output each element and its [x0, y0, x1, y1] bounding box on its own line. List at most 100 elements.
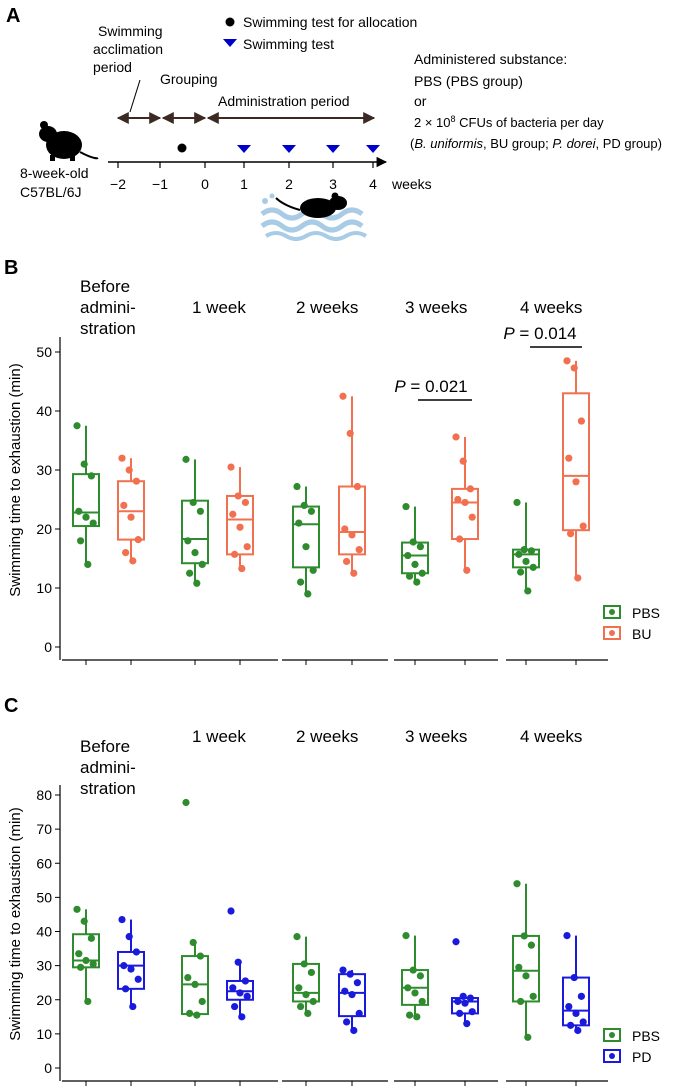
chartC-point-pd-3-6 — [456, 1009, 464, 1018]
administration-period-label: Administration period — [218, 93, 350, 109]
chartC-point-pd-4-5 — [579, 1018, 587, 1026]
pvalue-3weeks-value: = 0.021 — [406, 377, 468, 396]
mouse-label-line-2: C57BL/6J — [20, 184, 81, 200]
chartB-point-bu-2-2 — [353, 482, 361, 491]
chartB-point-bu-4-1 — [570, 364, 578, 372]
panel-c-y-label: Swimming time to exhaustion (min) — [7, 807, 24, 1040]
chartB-point-pbs-4-4 — [522, 557, 530, 566]
panel-b-legend-pbs: PBS — [632, 605, 660, 621]
panel-c-tp-2weeks: 2 weeks — [296, 727, 358, 746]
panel-c-tp-before-line-1: Before — [80, 737, 130, 756]
chartC-point-pd-4-6 — [567, 1021, 575, 1029]
chartB-point-bu-2-4 — [348, 531, 356, 539]
mouse-icon — [39, 121, 99, 161]
pvalue-3weeks-label: P — [394, 377, 406, 396]
chartC-point-pd-0-3 — [120, 962, 128, 970]
substance-cfu: 2 × 108 CFUs of bacteria per day — [414, 114, 604, 130]
panel-c-chart: 0 10 20 30 40 50 60 70 80 — [36, 785, 608, 1086]
chartC-ytick-label-40: 40 — [36, 924, 52, 940]
pvalue-4weeks-label: P — [503, 324, 515, 343]
chartC-point-pbs-3-0 — [402, 931, 410, 940]
panel-c-tp-before-line-3: stration — [80, 779, 136, 798]
pd-suffix: , PD group) — [596, 136, 662, 151]
substance-title: Administered substance: — [414, 51, 567, 67]
chartC-point-pd-4-3 — [565, 1002, 573, 1011]
chartC-box-pd-2 — [338, 966, 366, 1086]
chartB-point-pbs-4-5 — [529, 563, 537, 571]
chartC-point-pd-4-2 — [577, 992, 586, 1000]
chartC-point-pbs-3-6 — [406, 1011, 414, 1019]
chartC-ytick-label-10: 10 — [36, 1026, 52, 1042]
chartB-box-pbs-4 — [512, 498, 540, 665]
acclimation-label-line-1: Swimming — [98, 23, 163, 39]
chartB-point-pbs-1-1 — [189, 498, 197, 507]
chartB-point-pbs-0-0 — [73, 422, 81, 430]
chartB-point-bu-4-4 — [572, 478, 580, 486]
chartB-point-bu-1-1 — [234, 492, 242, 500]
chartC-point-pbs-1-4 — [191, 980, 199, 988]
chartB-point-pbs-2-3 — [295, 519, 303, 527]
chartC-ytick-label-60: 60 — [36, 855, 52, 871]
mouse-label-line-1: 8-week-old — [20, 165, 88, 181]
chartC-point-pbs-4-4 — [522, 972, 530, 980]
chartB-point-pbs-0-3 — [75, 507, 83, 515]
bu-species: B. uniformis — [414, 136, 483, 151]
chartB-point-pbs-3-3 — [404, 551, 412, 560]
chartB-point-bu-2-3 — [341, 525, 349, 533]
chartC-point-pd-1-0 — [227, 907, 235, 915]
panel-c-legend-pbs: PBS — [632, 1028, 660, 1044]
chartC-point-pbs-2-1 — [300, 960, 308, 968]
chartC-point-pd-0-7 — [129, 1002, 137, 1011]
chartC-ytick-label-70: 70 — [36, 821, 52, 837]
chartB-point-pbs-4-3 — [515, 550, 523, 558]
chartB-point-pbs-3-1 — [409, 538, 417, 546]
chartC-point-pd-2-1 — [346, 970, 354, 978]
chartC-point-pd-1-7 — [238, 1013, 246, 1021]
chartB-point-bu-4-3 — [565, 454, 573, 462]
panel-c-legend-pd: PD — [632, 1049, 651, 1065]
chartC-point-pbs-1-0 — [182, 798, 190, 807]
week-tick-label-3: 1 — [240, 176, 248, 192]
chartB-point-bu-4-6 — [567, 530, 575, 538]
chartC-point-pbs-1-2 — [196, 952, 204, 960]
panel-b-tp-before-line-2: admini- — [80, 298, 136, 317]
chartB-point-pbs-1-6 — [186, 569, 194, 577]
chartB-point-bu-1-3 — [229, 510, 237, 518]
chartB-point-pbs-1-4 — [191, 549, 199, 557]
chartC-box-pbs-2 — [292, 933, 320, 1086]
chartB-point-pbs-3-0 — [402, 502, 410, 511]
panel-c-legend-pbs-icon — [603, 1028, 621, 1042]
acclimation-pointer-line — [129, 79, 141, 113]
chartB-box-rect-pbs-0 — [72, 473, 100, 528]
swimming-test-week1-marker — [237, 145, 251, 153]
chartB-box-bu-3 — [451, 433, 479, 665]
panel-a-letter: A — [6, 5, 20, 27]
chartB-point-bu-1-4 — [236, 523, 244, 531]
swimming-test-markers — [237, 145, 380, 153]
panel-b-pvalue-4weeks: P = 0.014 — [503, 324, 576, 343]
swimming-test-week2-marker — [282, 145, 296, 153]
chartC-point-pd-1-1 — [234, 958, 242, 966]
panel-b-pvalue-annotations: P = 0.021 P = 0.014 — [394, 324, 582, 401]
substance-pbs: PBS (PBS group) — [414, 73, 523, 89]
chartB-point-bu-0-6 — [122, 549, 130, 557]
chartB-point-bu-1-2 — [241, 498, 249, 507]
chartB-point-bu-0-0 — [118, 454, 126, 462]
swimming-test-marker-icon — [223, 39, 237, 47]
chartC-point-pd-2-2 — [353, 979, 361, 987]
panel-c-tp-1week: 1 week — [192, 727, 246, 746]
chartB-box-rect-bu-3 — [451, 487, 479, 541]
chartB-box-rect-bu-4 — [562, 392, 590, 532]
chartC-box-pbs-1 — [181, 798, 209, 1086]
chartC-point-pbs-4-7 — [524, 1033, 532, 1041]
bu-suffix: , BU group; — [483, 136, 552, 151]
chartC-point-pbs-0-1 — [80, 917, 88, 925]
chartB-point-pbs-2-7 — [304, 590, 312, 598]
chartB-box-pbs-0 — [72, 422, 100, 665]
chartC-point-pbs-0-7 — [84, 997, 92, 1006]
acclimation-label-line-2: acclimation — [93, 41, 163, 57]
panel-b-tp-1week: 1 week — [192, 298, 246, 317]
chartC-point-pd-0-5 — [134, 975, 142, 983]
chartB-point-pbs-3-5 — [418, 569, 426, 577]
panel-b-timepoint-labels: Before admini- stration 1 week 2 weeks 3… — [80, 277, 582, 338]
